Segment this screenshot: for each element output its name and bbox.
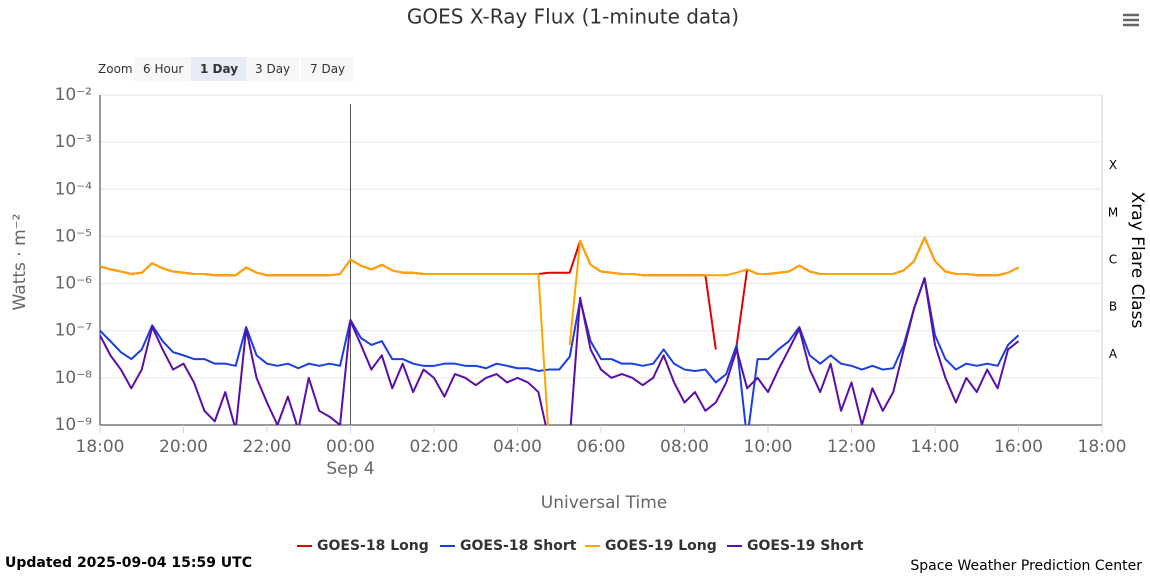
updated-time: Updated 2025-09-04 15:59 UTC: [5, 555, 252, 571]
x-tick-label: 22:00: [243, 437, 292, 457]
legend-item[interactable]: GOES-19 Long: [585, 538, 717, 554]
legend-item[interactable]: GOES-18 Long: [297, 538, 429, 554]
zoom-button[interactable]: 7 Day: [301, 57, 355, 81]
zoom-button[interactable]: 3 Day: [246, 57, 300, 81]
series-line: [100, 277, 1020, 425]
y-tick-label: 10⁻⁷: [55, 321, 93, 341]
zoom-button[interactable]: 1 Day: [191, 57, 248, 81]
legend-label[interactable]: GOES-18 Long: [317, 538, 429, 554]
x-tick-label: 04:00: [493, 437, 542, 457]
x-tick-label: 00:00: [326, 437, 375, 457]
legend-item[interactable]: GOES-19 Short: [727, 538, 864, 554]
x-tick-label: 02:00: [410, 437, 459, 457]
legend-label[interactable]: GOES-18 Short: [460, 538, 577, 554]
flare-class-label: A: [1109, 347, 1118, 361]
flare-class-label: C: [1109, 253, 1117, 267]
credit: Space Weather Prediction Center: [910, 558, 1142, 574]
y-tick-label: 10⁻³: [55, 132, 92, 152]
series-line: [100, 277, 1020, 425]
zoom-button[interactable]: 6 Hour: [134, 57, 193, 81]
chart-title: GOES X-Ray Flux (1-minute data): [407, 5, 739, 29]
flare-class-label: B: [1109, 300, 1117, 314]
series-line: [100, 236, 1019, 350]
legend-label[interactable]: GOES-19 Long: [605, 538, 717, 554]
x-axis-title: Universal Time: [541, 493, 667, 513]
x-date-label: Sep 4: [326, 459, 374, 479]
x-tick-label: 06:00: [577, 437, 626, 457]
y2-axis-title: Xray Flare Class: [1127, 192, 1147, 329]
x-tick-label: 14:00: [911, 437, 960, 457]
x-tick-label: 20:00: [159, 437, 208, 457]
x-tick-label: 18:00: [1078, 437, 1127, 457]
flare-class-label: M: [1108, 205, 1118, 219]
y-tick-label: 10⁻⁵: [55, 226, 92, 246]
x-tick-label: 16:00: [994, 437, 1043, 457]
zoom-label: Zoom: [98, 62, 133, 76]
y-tick-label: 10⁻⁸: [55, 368, 93, 388]
flare-class-label: X: [1109, 158, 1117, 172]
series-line: [100, 236, 1019, 425]
y-tick-label: 10⁻²: [55, 85, 92, 105]
y-axis-title: Watts · m⁻²: [10, 214, 30, 311]
x-tick-label: 18:00: [76, 437, 125, 457]
x-tick-label: 10:00: [744, 437, 793, 457]
legend-item[interactable]: GOES-18 Short: [440, 538, 577, 554]
y-tick-label: 10⁻⁴: [55, 179, 93, 199]
legend-label[interactable]: GOES-19 Short: [747, 538, 864, 554]
x-tick-label: 12:00: [827, 437, 876, 457]
y-tick-label: 10⁻⁶: [55, 274, 93, 294]
y-tick-label: 10⁻⁹: [55, 415, 93, 435]
x-tick-label: 08:00: [660, 437, 709, 457]
menu-button[interactable]: [1118, 8, 1144, 32]
